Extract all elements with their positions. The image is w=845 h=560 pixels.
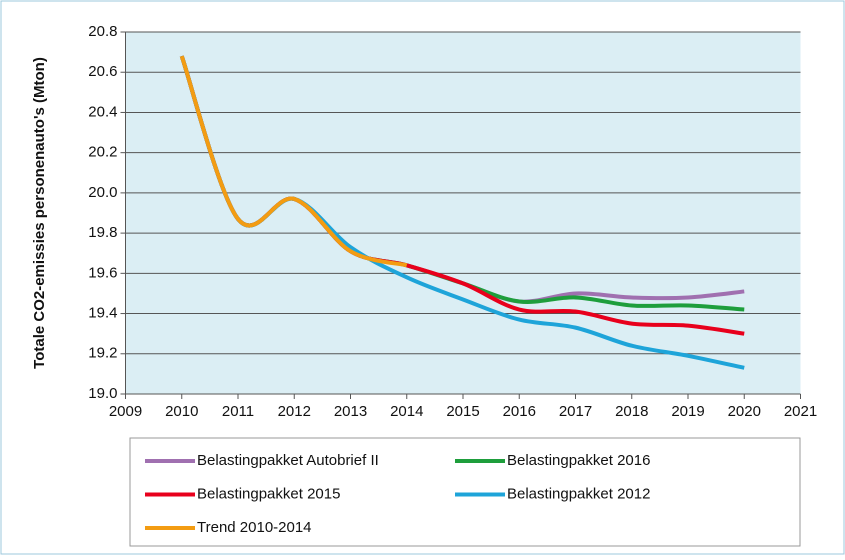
x-tick-label: 2011 bbox=[222, 403, 254, 420]
plot-area bbox=[125, 32, 801, 394]
x-tick-label: 2015 bbox=[446, 403, 479, 420]
legend-label: Trend 2010-2014 bbox=[197, 519, 312, 536]
x-tick-label: 2019 bbox=[671, 403, 704, 420]
y-axis-title: Totale CO2-emissies personenauto's (Mton… bbox=[31, 57, 48, 369]
legend-label: Belastingpakket 2016 bbox=[507, 452, 650, 469]
x-tick-label: 2016 bbox=[503, 403, 536, 420]
legend-label: Belastingpakket Autobrief II bbox=[197, 452, 379, 469]
y-tick-label: 20.0 bbox=[88, 184, 117, 201]
y-tick-label: 19.4 bbox=[88, 305, 117, 322]
x-tick-label: 2009 bbox=[109, 403, 142, 420]
y-tick-label: 20.4 bbox=[88, 103, 117, 120]
y-tick-label: 20.2 bbox=[88, 144, 117, 161]
legend-label: Belastingpakket 2015 bbox=[197, 485, 340, 502]
series-line bbox=[179, 55, 408, 268]
x-tick-label: 2013 bbox=[334, 403, 367, 420]
x-tick-label: 2021 bbox=[784, 403, 817, 420]
y-tick-label: 19.6 bbox=[88, 264, 117, 281]
x-tick-label: 2017 bbox=[559, 403, 592, 420]
x-tick-label: 2014 bbox=[390, 403, 423, 420]
y-tick-label: 19.0 bbox=[88, 385, 117, 402]
x-tick-label: 2010 bbox=[165, 403, 198, 420]
x-tick-label: 2020 bbox=[728, 403, 761, 420]
x-tick-label: 2018 bbox=[615, 403, 648, 420]
y-tick-label: 20.6 bbox=[88, 63, 117, 80]
legend-box bbox=[129, 437, 801, 547]
y-tick-label: 19.2 bbox=[88, 345, 117, 362]
legend-label: Belastingpakket 2012 bbox=[507, 485, 650, 502]
x-tick-label: 2012 bbox=[278, 403, 311, 420]
y-tick-label: 19.8 bbox=[88, 224, 117, 241]
y-tick-label: 20.8 bbox=[88, 23, 117, 40]
